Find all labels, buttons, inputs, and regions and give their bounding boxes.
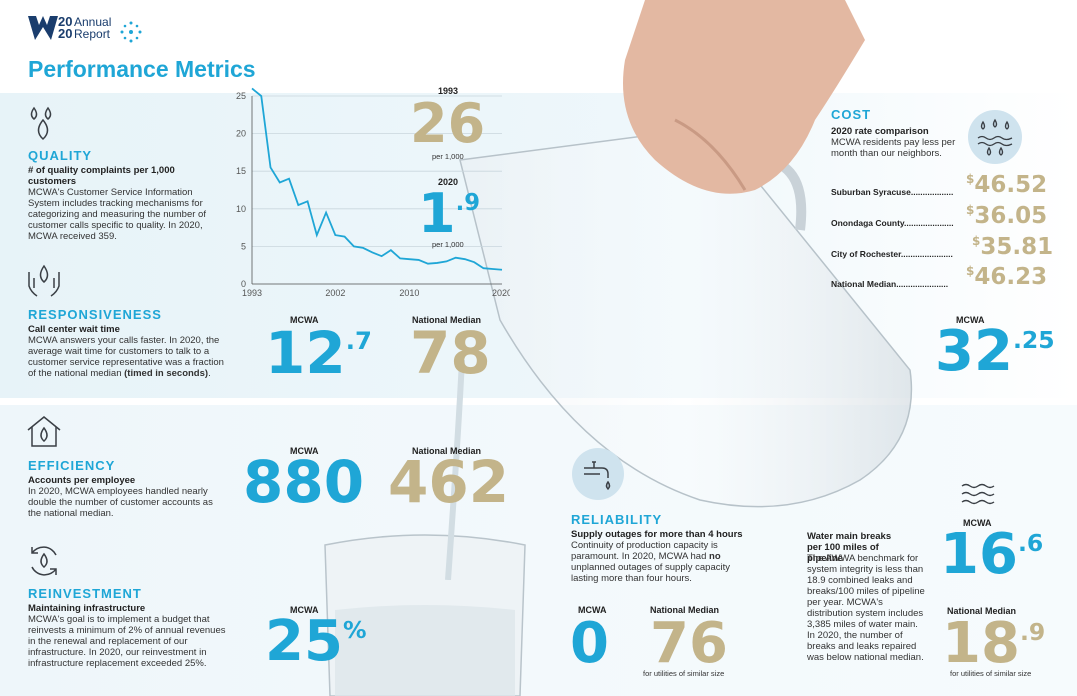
- cost-row-value: $35.81: [972, 234, 1054, 260]
- responsiveness-mcwa-label: MCWA: [290, 315, 319, 325]
- house-drop-icon: [27, 416, 61, 447]
- quality-unit-1993: per 1,000: [432, 152, 464, 161]
- efficiency-body: In 2020, MCWA employees handled nearly d…: [28, 486, 213, 519]
- logo-year: 20 20: [58, 14, 73, 41]
- efficiency-mcwa-value: 880: [243, 448, 365, 516]
- chart-x-tick-label: 2020: [492, 288, 510, 298]
- responsiveness-subheading: Call center wait time: [28, 324, 120, 335]
- reliability-subheading: Supply outages for more than 4 hours: [571, 529, 743, 540]
- reliability-median-label: National Median: [650, 605, 720, 615]
- cost-mcwa-value: 32.25: [935, 319, 1055, 384]
- snowflake-icon: [120, 21, 142, 43]
- mains-median-note: for utilities of similar size: [950, 669, 1032, 678]
- water-drops-icon: [30, 106, 52, 141]
- quality-year-2020: 2020: [438, 177, 459, 187]
- hand-illustration: [623, 0, 865, 194]
- chart-y-tick-label: 0: [241, 279, 246, 289]
- page-title: Performance Metrics: [28, 56, 256, 82]
- recycle-drop-icon: [31, 546, 57, 576]
- mains-mcwa-value: 16.6: [940, 522, 1044, 587]
- quality-heading: QUALITY: [28, 148, 93, 163]
- cost-row-name: Onondaga County.....................: [831, 218, 954, 228]
- efficiency-reliability-band: [0, 405, 1077, 696]
- glass-illustration: [324, 534, 526, 696]
- reliability-median-note: for utilities of similar size: [643, 669, 725, 678]
- efficiency-subheading: Accounts per employee: [28, 475, 136, 486]
- cost-row-name: National Median......................: [831, 279, 949, 289]
- quality-year-1993: 1993: [438, 86, 459, 96]
- reinvestment-subheading: Maintaining infrastructure: [28, 603, 146, 614]
- responsiveness-median-label: National Median: [412, 315, 482, 325]
- chart-series-line: [251, 87, 503, 271]
- reinvestment-heading: REINVESTMENT: [28, 586, 142, 601]
- cost-row-name: Suburban Syracuse..................: [831, 187, 954, 197]
- waves-icon: [961, 483, 995, 505]
- mains-median-value: 18.9: [942, 611, 1046, 676]
- efficiency-median-value: 462: [388, 448, 510, 516]
- reinvestment-mcwa-label: MCWA: [290, 605, 319, 615]
- water-stream: [445, 360, 465, 580]
- chart-y-tick-label: 15: [236, 166, 246, 176]
- reinvestment-body: MCWA's goal is to implement a budget tha…: [28, 614, 226, 669]
- responsiveness-median-value: 78: [410, 319, 491, 387]
- cost-subheading: 2020 rate comparison: [831, 126, 929, 137]
- quality-unit-2020: per 1,000: [432, 240, 464, 249]
- cost-row-value: $46.23: [966, 264, 1048, 290]
- cost-row-value: $36.05: [966, 203, 1048, 229]
- reliability-mcwa-label: MCWA: [578, 605, 607, 615]
- chart-x-tick-label: 1993: [242, 288, 262, 298]
- reliability-body: Continuity of production capacity is par…: [571, 540, 730, 584]
- reliability-heading: RELIABILITY: [571, 512, 663, 527]
- chart-x-tick-label: 2002: [325, 288, 345, 298]
- responsiveness-heading: RESPONSIVENESS: [28, 307, 162, 322]
- reinvestment-mcwa-value: 25%: [265, 609, 367, 674]
- cost-body: MCWA residents pay less per month than o…: [831, 137, 956, 159]
- reliability-median-value: 76: [650, 611, 728, 676]
- chart-y-tick-label: 25: [236, 91, 246, 101]
- responsiveness-body: MCWA answers your calls faster. In 2020,…: [28, 335, 224, 379]
- responsiveness-mcwa-value: 12.7: [265, 319, 372, 387]
- faucet-icon: [572, 448, 624, 500]
- quality-subheading: # of quality complaints per 1,000 custom…: [28, 165, 175, 187]
- quality-value-1993: 26: [410, 92, 486, 155]
- mains-median-label: National Median: [947, 606, 1017, 616]
- efficiency-heading: EFFICIENCY: [28, 458, 116, 473]
- hands-drop-icon: [28, 264, 60, 297]
- mains-body: The AWWA benchmark for system integrity …: [807, 553, 925, 663]
- logo-text: Annual Report: [74, 15, 112, 41]
- reliability-mcwa-value: 0: [570, 611, 609, 676]
- cost-mcwa-label: MCWA: [956, 315, 985, 325]
- quality-complaints-line-chart: 0 5 10 15 20 25 1993 2002 2010 2020: [236, 87, 510, 298]
- mains-mcwa-label: MCWA: [963, 518, 992, 528]
- efficiency-mcwa-label: MCWA: [290, 446, 319, 456]
- mains-subheading: Water main breaks per 100 miles of pipel…: [807, 531, 892, 564]
- chart-x-tick-label: 2010: [399, 288, 419, 298]
- mcwa-logo-mark: [28, 16, 58, 40]
- cost-row-name: City of Rochester......................: [831, 249, 953, 259]
- chart-y-tick-label: 20: [236, 129, 246, 139]
- quality-body: MCWA's Customer Service Information Syst…: [28, 187, 206, 242]
- chart-y-tick-label: 10: [236, 204, 246, 214]
- drops-waves-icon: [968, 110, 1022, 164]
- cost-heading: COST: [831, 107, 872, 122]
- quality-value-2020: 1.9: [418, 182, 480, 245]
- efficiency-median-label: National Median: [412, 446, 482, 456]
- chart-y-tick-label: 5: [241, 241, 246, 251]
- cost-row-value: $46.52: [966, 172, 1048, 198]
